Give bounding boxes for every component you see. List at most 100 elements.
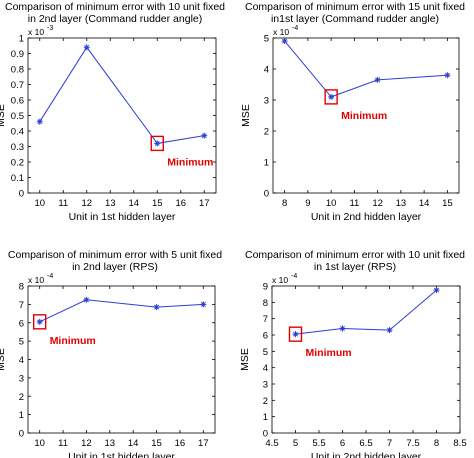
data-point: [83, 44, 90, 51]
x-tick-label: 16: [175, 198, 186, 209]
minimum-label: Minimum: [50, 335, 96, 347]
chart-1-title: Comparison of minimum error with 10 unit…: [5, 1, 225, 25]
chart-1: 10 11 12 13 14 15 16 17 0 0.1 0.2 0.3 0.4 0.5 0.6 0.7 0.…: [0, 25, 217, 223]
y-tick-label: 4: [19, 355, 24, 366]
y-tick-label: 0.6: [11, 96, 24, 107]
series-line: [39, 46, 205, 144]
y-tick-label: 6: [263, 331, 268, 342]
minimum-highlight-box: [150, 135, 164, 152]
y-tick-label: 6: [19, 318, 24, 329]
x-tick-label: 16: [175, 438, 186, 449]
y-axis-label: MSE: [239, 348, 251, 371]
data-point: [292, 331, 299, 338]
y-tick-label: 0.1: [11, 173, 24, 184]
y-tick-label: 0.2: [11, 158, 24, 169]
data-point: [386, 327, 393, 334]
x-tick-label: 8: [434, 438, 439, 449]
y-axis-label: MSE: [0, 104, 7, 127]
y-tick-label: 2: [264, 127, 269, 138]
y-tick-label: 0.9: [11, 49, 24, 60]
x-tick-label: 6: [340, 438, 345, 449]
y-tick-label: 1: [264, 158, 269, 169]
y-tick-label: 5: [19, 337, 24, 348]
y-tick-label: 4: [263, 363, 268, 374]
minimum-highlight-box: [32, 314, 47, 330]
x-tick-label: 13: [396, 198, 407, 209]
x-tick-label: 14: [128, 438, 139, 449]
plot-frame: [272, 37, 460, 194]
y-axis-label: MSE: [240, 104, 252, 127]
y-tick-label: 5: [264, 34, 269, 45]
y-tick-label: 0.8: [11, 65, 24, 76]
chart-4: 4.5 5 5.5 6 6.5 7 7.5 8 8.5 0 1 2 3 4 5 6 7 8 9 x 10 -4 Unit …: [239, 273, 467, 458]
exponent-power: -4: [292, 25, 298, 32]
exponent-power: -4: [291, 273, 297, 280]
minimum-label: Minimum: [341, 110, 387, 122]
y-tick-label: 2: [263, 396, 268, 407]
y-tick-label: 3: [19, 373, 24, 384]
data-point: [36, 118, 43, 125]
y-tick-label: 1: [19, 34, 24, 45]
y-tick-label: 1: [263, 412, 268, 423]
exponent-power: -3: [47, 25, 53, 32]
y-tick-label: 3: [264, 96, 269, 107]
y-tick-label: 0: [19, 189, 24, 200]
x-tick-label: 11: [58, 198, 68, 209]
minimum-highlight-box: [288, 326, 303, 342]
x-tick-label: 8.5: [453, 438, 466, 449]
y-tick-label: 8: [263, 298, 268, 309]
x-tick-label: 7: [387, 438, 392, 449]
x-axis-label: Unit in 1st hidden layer: [68, 451, 175, 458]
x-tick-label: 14: [419, 198, 430, 209]
x-tick-label: 9: [305, 198, 310, 209]
y-tick-label: 0: [264, 189, 269, 200]
x-tick-label: 13: [105, 438, 116, 449]
minimum-label: Minimum: [306, 347, 352, 359]
data-point: [444, 72, 451, 79]
x-tick-label: 10: [34, 198, 45, 209]
y-tick-label: 5: [263, 347, 268, 358]
x-tick-label: 15: [442, 198, 453, 209]
x-tick-label: 6.5: [359, 438, 372, 449]
plot-frame: [271, 285, 461, 434]
x-tick-label: 12: [81, 198, 92, 209]
y-tick-label: 9: [263, 282, 268, 293]
x-tick-label: 11: [349, 198, 359, 209]
x-tick-label: 5.5: [312, 438, 325, 449]
data-point: [281, 38, 288, 45]
y-tick-label: 2: [19, 392, 24, 403]
x-axis-label: Unit in 2nd hidden layer: [311, 451, 422, 458]
y-tick-label: 4: [264, 65, 269, 76]
x-tick-label: 14: [128, 198, 139, 209]
x-tick-label: 4.5: [265, 438, 278, 449]
y-tick-label: 8: [19, 282, 24, 293]
x-tick-label: 13: [105, 198, 116, 209]
minimum-highlight-box: [324, 89, 338, 105]
y-tick-label: 7: [19, 300, 24, 311]
x-tick-label: 12: [81, 438, 92, 449]
data-point: [153, 304, 160, 311]
minimum-label: Minimum: [167, 156, 213, 168]
exponent-label: x 10: [28, 275, 44, 285]
x-tick-label: 12: [372, 198, 383, 209]
data-point: [374, 76, 381, 83]
series-line: [39, 299, 204, 323]
data-point: [200, 301, 207, 308]
y-tick-label: 7: [263, 314, 268, 325]
series-line: [284, 40, 448, 98]
exponent-label: x 10: [273, 27, 289, 37]
x-tick-label: 7.5: [406, 438, 419, 449]
y-tick-label: 0.4: [11, 127, 24, 138]
data-point: [339, 325, 346, 332]
y-tick-label: 0.3: [11, 142, 24, 153]
y-tick-label: 1: [19, 410, 24, 421]
data-point: [36, 318, 43, 325]
chart-2-title: Comparison of minimum error with 15 unit…: [245, 1, 465, 25]
x-axis-label: Unit in 2nd hidden layer: [311, 211, 422, 223]
data-point: [433, 287, 440, 294]
y-tick-label: 0.5: [11, 111, 24, 122]
data-point: [154, 140, 161, 147]
